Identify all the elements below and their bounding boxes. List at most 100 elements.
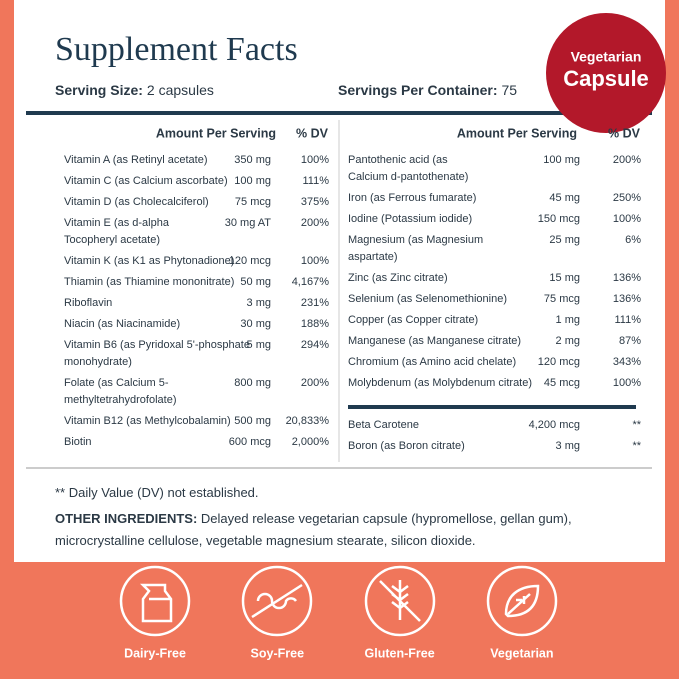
- nutrient-name: Copper (as Copper citrate): [348, 314, 478, 326]
- amount: 5 mg: [247, 339, 271, 351]
- serving-value: 2 capsules: [147, 82, 214, 98]
- amount: 120 mcg: [538, 356, 580, 368]
- daily-value: 100%: [613, 377, 641, 389]
- nutrient-name: Manganese (as Manganese citrate): [348, 335, 521, 347]
- icon-label: Gluten-Free: [365, 646, 435, 660]
- daily-value: 343%: [613, 356, 641, 368]
- icon: [379, 580, 421, 622]
- nutrient-name: Magnesium (as Magnesium: [348, 234, 483, 246]
- icon: [364, 565, 436, 637]
- amount: 350 mg: [234, 154, 271, 166]
- footnote: ** Daily Value (DV) not established.: [55, 485, 259, 500]
- nutrient-name: Thiamin (as Thiamine mononitrate): [64, 276, 234, 288]
- icon: [251, 583, 303, 619]
- daily-value: 375%: [301, 196, 329, 208]
- nutrient-name: Chromium (as Amino acid chelate): [348, 356, 516, 368]
- column-header: % DV: [296, 126, 329, 140]
- daily-value: 100%: [613, 213, 641, 225]
- column-header: % DV: [608, 126, 641, 140]
- amount: 50 mg: [240, 276, 271, 288]
- daily-value: 136%: [613, 272, 641, 284]
- daily-value: 136%: [613, 293, 641, 305]
- nutrient-name: Biotin: [64, 436, 92, 448]
- daily-value: **: [632, 419, 641, 431]
- column-header: Amount Per Serving: [156, 126, 276, 140]
- daily-value: 200%: [301, 377, 329, 389]
- serving-size: Serving Size: 2 capsules: [55, 82, 214, 98]
- nutrient-name: Calcium d-pantothenate): [348, 171, 468, 183]
- badge-text: Vegetarian: [571, 49, 642, 65]
- icons: [119, 565, 558, 637]
- icon-label: Vegetarian: [490, 646, 553, 660]
- servings-value: 75: [502, 82, 518, 98]
- nutrient-name: monohydrate): [64, 356, 132, 368]
- nutrient-name: Iron (as Ferrous fumarate): [348, 192, 476, 204]
- notes: ** Daily Value (DV) not established. OTH…: [55, 482, 625, 552]
- daily-value: 200%: [301, 217, 329, 229]
- nutrient-name: Pantothenic acid (as: [348, 154, 448, 166]
- amount: 500 mg: [234, 415, 271, 427]
- nutrient-name: Beta Carotene: [348, 419, 419, 431]
- amount: 100 mg: [234, 175, 271, 187]
- amount: 45 mcg: [544, 377, 580, 389]
- nutrient-name: Vitamin A (as Retinyl acetate): [64, 154, 207, 166]
- amount: 15 mg: [549, 272, 580, 284]
- amount: 30 mg: [240, 318, 271, 330]
- amount: 75 mcg: [544, 293, 580, 305]
- amount: 800 mg: [234, 377, 271, 389]
- icon: [119, 565, 191, 637]
- nutrient-name: Selenium (as Selenomethionine): [348, 293, 507, 305]
- amount: 4,200 mcg: [529, 419, 580, 431]
- icon: [504, 584, 540, 618]
- nutrient-name: Vitamin E (as d-alpha: [64, 217, 170, 229]
- ingredients-label: OTHER INGREDIENTS:: [55, 511, 198, 526]
- nutrient-name: methyltetrahydrofolate): [64, 394, 177, 406]
- nutrient-name: Niacin (as Niacinamide): [64, 318, 180, 330]
- daily-value: 2,000%: [292, 436, 330, 448]
- daily-value: 20,833%: [286, 415, 330, 427]
- icon-label: Soy-Free: [251, 646, 305, 660]
- amount: 75 mcg: [235, 196, 271, 208]
- amount: 1 mg: [556, 314, 580, 326]
- daily-value: 200%: [613, 154, 641, 166]
- nutrient-name: Iodine (Potassium iodide): [348, 213, 472, 225]
- nutrient-name: Folate (as Calcium 5-: [64, 377, 169, 389]
- amount: 3 mg: [556, 440, 580, 452]
- ingredients: OTHER INGREDIENTS: Delayed release veget…: [55, 508, 625, 552]
- daily-value: 188%: [301, 318, 329, 330]
- daily-value: 231%: [301, 297, 329, 309]
- amount: 2 mg: [556, 335, 580, 347]
- daily-value: 294%: [301, 339, 329, 351]
- amount: 25 mg: [549, 234, 580, 246]
- ingredients-text: Delayed release vegetarian capsule (hypr…: [55, 511, 572, 548]
- nutrient-name: Vitamin D (as Cholecalciferol): [64, 196, 209, 208]
- daily-value: 111%: [614, 314, 641, 326]
- nutrient-name: aspartate): [348, 251, 398, 263]
- badge: [546, 13, 666, 133]
- rule: [348, 405, 636, 409]
- amount: 600 mcg: [229, 436, 271, 448]
- nutrient-name: Zinc (as Zinc citrate): [348, 272, 448, 284]
- badge-text: Capsule: [563, 66, 649, 91]
- nutrient-name: Vitamin B6 (as Pyridoxal 5'-phosphate: [64, 339, 250, 351]
- nutrient-name: Vitamin K (as K1 as Phytonadione): [64, 255, 234, 267]
- nutrient-name: Riboflavin: [64, 297, 112, 309]
- amount: 3 mg: [247, 297, 271, 309]
- amount: 150 mcg: [538, 213, 580, 225]
- icon-label: Dairy-Free: [124, 646, 186, 660]
- servings: Servings Per Container: 75: [338, 82, 517, 98]
- nutrient-name: Vitamin B12 (as Methylcobalamin): [64, 415, 231, 427]
- column-header: Amount Per Serving: [457, 126, 577, 140]
- icon: [241, 565, 313, 637]
- nutrient-name: Tocopheryl acetate): [64, 234, 160, 246]
- nutrient-name: Molybdenum (as Molybdenum citrate): [348, 377, 532, 389]
- icon: [486, 565, 558, 637]
- title: Supplement Facts: [55, 31, 298, 68]
- daily-value: 100%: [301, 154, 329, 166]
- daily-value: 6%: [625, 234, 641, 246]
- daily-value: 250%: [613, 192, 641, 204]
- amount: 30 mg AT: [225, 217, 272, 229]
- amount: 100 mg: [543, 154, 580, 166]
